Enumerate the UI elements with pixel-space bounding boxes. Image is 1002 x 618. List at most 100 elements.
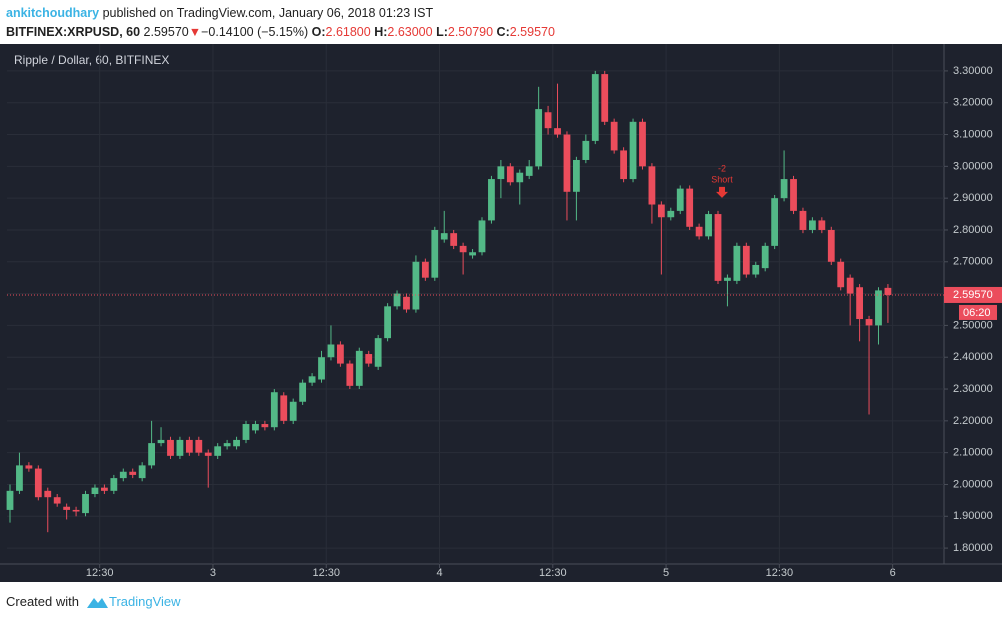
candle-body	[82, 494, 89, 514]
x-tick-label: 12:30	[766, 567, 794, 579]
candle-body	[119, 471, 127, 479]
candle-body	[667, 210, 675, 218]
candle-body	[639, 121, 646, 167]
candle-body	[695, 226, 703, 237]
last-price-label: 2.59570	[953, 289, 993, 301]
c: 2.59570	[509, 25, 555, 39]
h: 2.63000	[387, 25, 433, 39]
candle-body	[657, 204, 665, 218]
annotation-count: -2	[718, 163, 726, 173]
l-label: L:	[436, 25, 448, 39]
y-tick-label: 2.30000	[953, 383, 993, 395]
candle-body	[6, 490, 14, 510]
y-tick-label: 3.20000	[953, 97, 993, 109]
candle-body	[403, 296, 410, 310]
candle-body	[516, 172, 524, 183]
candle-body	[733, 245, 741, 281]
candle-body	[53, 497, 61, 504]
candle-body	[601, 74, 609, 122]
header: ankitchoudhary published on TradingView.…	[6, 4, 555, 42]
y-tick-label: 3.00000	[953, 160, 993, 172]
candle-body	[582, 140, 590, 160]
candle-body	[223, 443, 231, 447]
candle-body	[167, 439, 174, 456]
x-tick-label: 6	[890, 567, 896, 579]
candle-body	[610, 121, 618, 151]
candle-body	[865, 319, 873, 326]
candle-body	[818, 220, 826, 230]
candle-body	[478, 220, 486, 253]
candle-body	[705, 214, 712, 237]
candle-body	[752, 264, 760, 275]
candle-body	[185, 439, 193, 453]
candle-body	[790, 179, 797, 211]
candle-body	[308, 376, 316, 383]
candle-body	[204, 452, 212, 456]
candle-body	[771, 198, 779, 246]
y-tick-label: 1.80000	[953, 542, 993, 554]
y-tick-label: 2.00000	[953, 478, 993, 490]
candle-body	[280, 395, 288, 421]
candle-body	[714, 214, 722, 281]
candle-body	[129, 471, 137, 475]
o-label: O:	[311, 25, 326, 39]
candle-body	[875, 290, 882, 326]
candle-body	[799, 210, 807, 230]
tv-logo[interactable]	[85, 595, 109, 609]
y-tick-label: 2.50000	[953, 319, 993, 331]
candle-body	[72, 509, 80, 512]
o: 2.61800	[325, 25, 371, 39]
x-tick-label: 12:30	[86, 567, 114, 579]
symbol: BITFINEX:XRPUSD, 60	[6, 25, 141, 39]
candle-body	[374, 338, 382, 367]
y-tick-label: 2.20000	[953, 415, 993, 427]
candle-body	[846, 277, 854, 294]
candle-body	[431, 229, 439, 278]
candle-body	[469, 252, 476, 256]
candle-body	[327, 344, 335, 358]
candle-body	[525, 166, 533, 176]
author[interactable]: ankitchoudhary	[6, 6, 100, 20]
candle-body	[450, 233, 458, 246]
candle-body	[110, 478, 118, 491]
price: 2.59570	[143, 25, 189, 39]
x-tick-label: 5	[663, 567, 669, 579]
candle-body	[742, 245, 750, 275]
l: 2.50790	[447, 25, 494, 39]
x-tick-label: 12:30	[312, 567, 340, 579]
candle-body	[440, 233, 448, 240]
candle-body	[176, 439, 184, 456]
candle-body	[620, 150, 627, 180]
candle-body	[289, 401, 297, 421]
candle-body	[459, 245, 467, 253]
candle-body	[261, 424, 269, 428]
candle-body	[233, 439, 240, 447]
x-tick-label: 12:30	[539, 567, 567, 579]
candle-body	[16, 465, 23, 491]
countdown-box	[959, 304, 997, 320]
chart-bg	[0, 44, 1002, 582]
candle-body	[91, 487, 99, 495]
candle-body	[686, 188, 694, 227]
h-label: H:	[374, 25, 388, 39]
candle-body	[138, 465, 146, 479]
y-tick-label: 2.90000	[953, 192, 993, 204]
y-tick-label: 3.10000	[953, 128, 993, 140]
candle-body	[573, 159, 580, 192]
candle-body	[837, 261, 845, 288]
candle-body	[809, 220, 816, 230]
candle-body	[34, 468, 42, 498]
y-tick-label: 1.90000	[953, 510, 993, 522]
last-price-box	[944, 286, 1002, 303]
candle-body	[393, 293, 401, 307]
candle-body	[355, 350, 363, 386]
candle-body	[148, 443, 155, 466]
candle-body	[384, 306, 391, 339]
candle-body	[827, 229, 835, 262]
x-tick-label: 4	[436, 567, 442, 579]
brand[interactable]: TradingView	[108, 594, 181, 609]
candle-body	[780, 179, 788, 199]
published: published on TradingView.com, January 06…	[102, 6, 434, 20]
candle-body	[648, 166, 656, 205]
